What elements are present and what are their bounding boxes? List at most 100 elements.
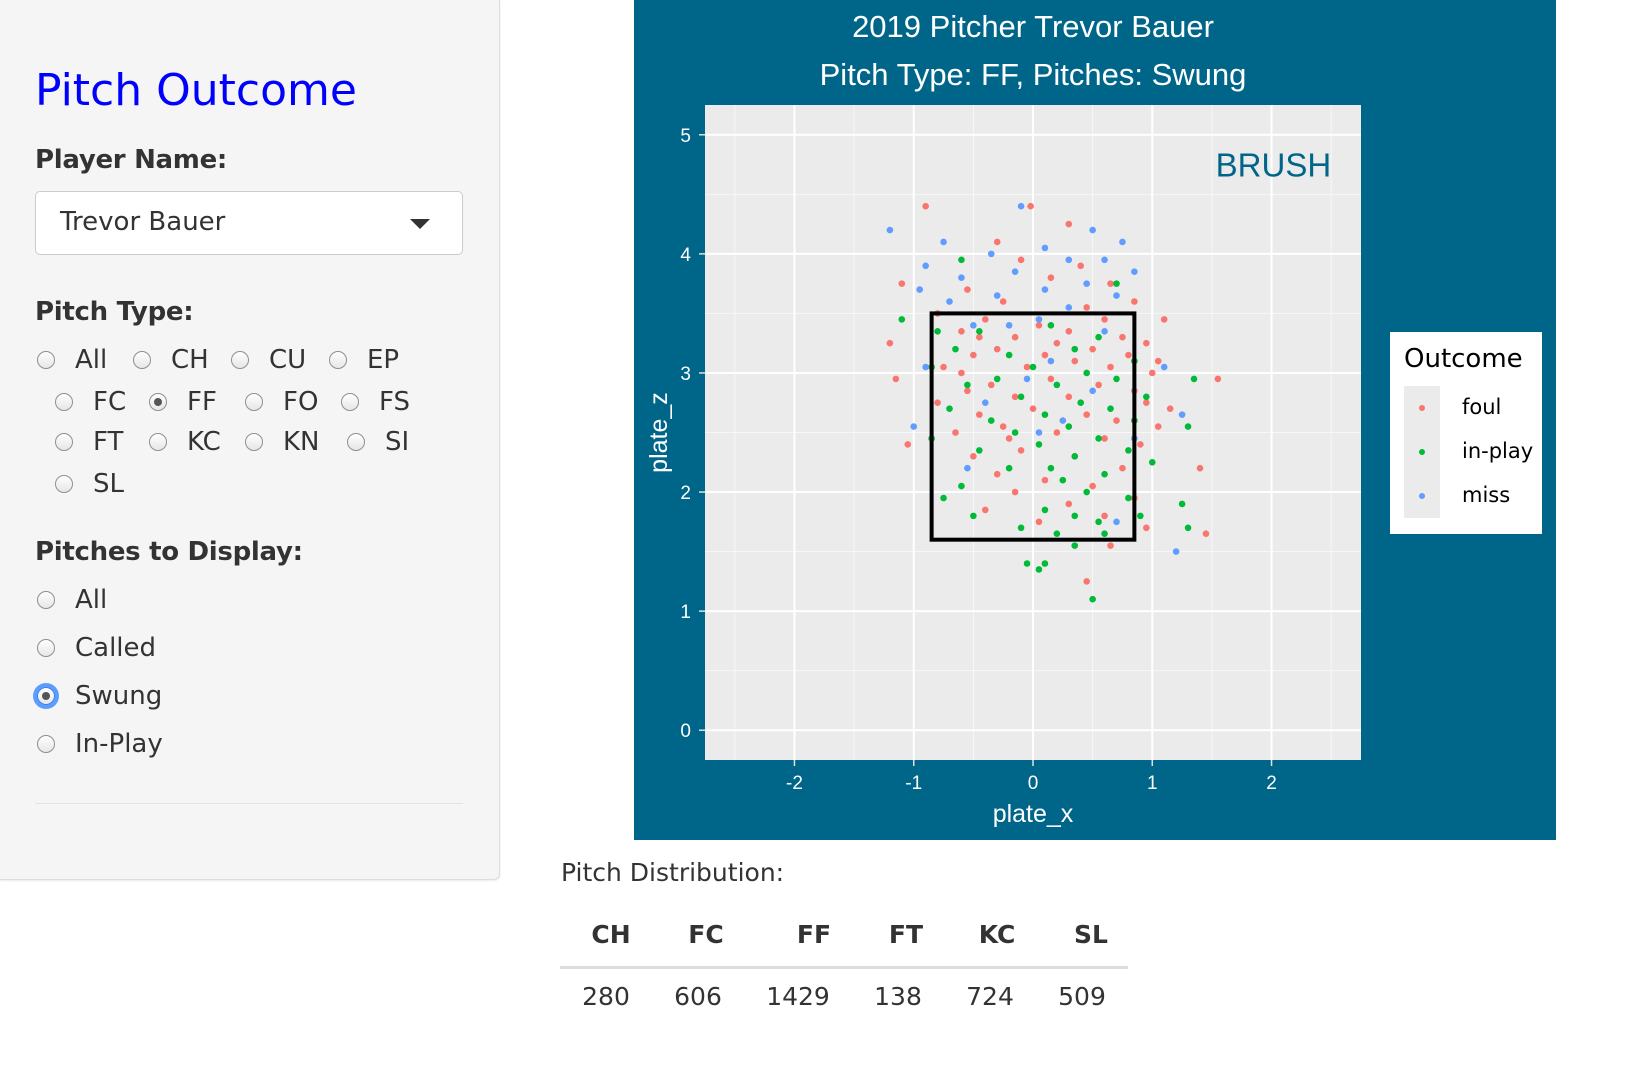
data-point-foul [1065,327,1073,335]
legend-label-foul: foul [1462,395,1502,419]
data-point-in-play [1190,375,1198,383]
data-point-miss [1041,286,1049,293]
data-point-foul [1119,464,1126,472]
strike-zone-box [929,311,1137,542]
radio-button-icon[interactable] [55,475,73,493]
pitch-type-radio-kn[interactable]: KN [245,427,320,457]
data-point-in-play [1101,530,1108,538]
data-point-foul [1119,333,1126,341]
data-point-miss [1083,280,1090,287]
pitch-type-radio-ep[interactable]: EP [329,345,399,375]
data-point-miss [1035,316,1043,323]
data-point-miss [940,238,947,246]
pitch-type-radio-kc[interactable]: KC [149,427,221,457]
pitches-radio-swung[interactable]: Swung [37,681,162,711]
sidebar-divider [35,803,463,804]
data-point-foul [999,298,1007,305]
data-point-miss [958,274,965,281]
data-point-foul [1029,405,1037,412]
data-point-in-play [1148,458,1156,466]
data-point-in-play [958,482,965,490]
pitches-radio-in-play[interactable]: In-Play [37,729,163,759]
pitch-type-radio-ft[interactable]: FT [55,427,123,457]
data-point-foul [964,387,971,395]
data-point-foul [1143,339,1150,347]
data-point-foul [1196,464,1204,472]
chevron-down-icon[interactable] [410,219,430,229]
radio-button-icon[interactable] [149,393,167,411]
data-point-foul [1011,393,1019,401]
radio-button-icon[interactable] [149,433,167,451]
data-point-miss [946,298,953,305]
x-axis-label: plate_x [993,800,1074,828]
x-tick-label: 1 [1147,773,1158,794]
data-point-foul [1083,578,1090,585]
data-point-miss [1011,268,1019,276]
radio-button-icon[interactable] [133,351,151,369]
data-point-foul [934,399,941,407]
pitch-type-radio-fc[interactable]: FC [55,387,126,417]
radio-button-icon[interactable] [37,591,55,609]
radio-button-icon[interactable] [245,393,263,411]
legend-dot-icon [1419,405,1425,411]
data-point-in-play [1071,512,1079,520]
radio-button-icon[interactable] [37,351,55,369]
radio-button-icon[interactable] [231,351,249,369]
data-point-foul [1107,542,1114,549]
pitch-type-radio-si[interactable]: SI [347,427,409,457]
data-point-miss [1178,411,1186,418]
data-point-foul [1041,476,1049,484]
pitch-type-radio-sl[interactable]: SL [55,469,124,499]
data-point-foul [987,381,995,389]
data-point-foul [964,286,971,293]
radio-button-icon[interactable] [341,393,359,411]
pitch-type-radio-fs[interactable]: FS [341,387,410,417]
radio-button-icon[interactable] [37,687,55,705]
data-point-in-play [1184,524,1192,532]
radio-label: SL [93,469,124,499]
plot-title: 2019 Pitcher Trevor Bauer [852,9,1214,44]
radio-button-icon[interactable] [329,351,347,369]
data-point-foul [892,375,900,383]
pitch-type-radio-fo[interactable]: FO [245,387,318,417]
data-point-miss [1041,244,1049,252]
data-point-miss [922,363,929,371]
data-point-foul [1101,512,1108,520]
data-point-miss [922,262,929,270]
data-point-in-play [898,316,906,323]
pitch-type-radio-all[interactable]: All [37,345,107,375]
pitches-radio-called[interactable]: Called [37,633,156,663]
data-point-in-play [987,417,995,424]
data-point-in-play [1053,530,1061,538]
data-point-miss [1089,226,1096,234]
data-point-foul [1089,345,1096,353]
radio-button-icon[interactable] [347,433,365,451]
data-point-foul [999,423,1007,430]
radio-button-icon[interactable] [55,393,73,411]
data-point-foul [1083,304,1090,311]
data-point-foul [993,345,1001,353]
data-point-in-play [1178,500,1186,508]
data-point-foul [1071,357,1079,365]
radio-button-icon[interactable] [245,433,263,451]
data-point-in-play [1035,441,1043,448]
data-point-miss [1047,357,1055,365]
table-header-cell: CH [591,920,631,949]
radio-button-icon[interactable] [37,639,55,657]
player-name-select[interactable]: Trevor Bauer [35,191,463,255]
data-point-in-play [1035,566,1043,573]
data-point-in-play [970,512,977,520]
data-point-in-play [1071,542,1079,549]
radio-button-icon[interactable] [37,735,55,753]
data-point-foul [1202,530,1210,538]
pitches-display-label: Pitches to Display: [35,537,303,567]
table-cell: 606 [674,982,722,1011]
pitch-type-radio-ff[interactable]: FF [149,387,217,417]
radio-label: All [75,345,108,375]
pitch-type-radio-cu[interactable]: CU [231,345,306,375]
pitches-radio-all[interactable]: All [37,585,107,615]
pitch-plot: -2 -1 0 1 2 0 1 2 3 4 5 BRUSH 2019 Pitcher Trevor Ba… [634,0,1556,840]
pitch-type-radio-ch[interactable]: CH [133,345,209,375]
x-tick-label: -2 [786,773,803,794]
radio-button-icon[interactable] [55,433,73,451]
